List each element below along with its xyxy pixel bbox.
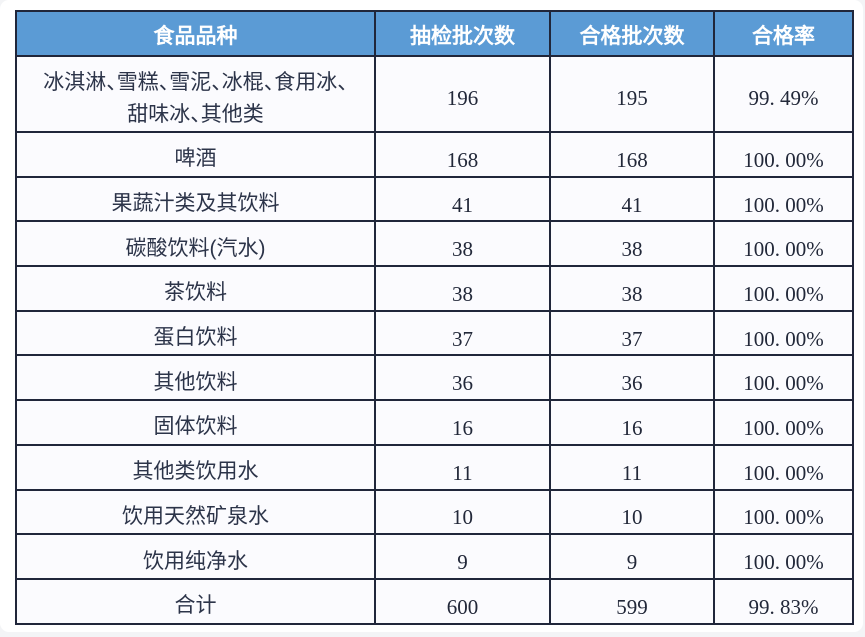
cell-food-type: 果蔬汁类及其饮料 bbox=[15, 175, 376, 223]
cell-food-type: 其他类饮用水 bbox=[15, 443, 376, 491]
cell-pass-rate: 100. 00% bbox=[713, 399, 854, 446]
cell-sampled-batches: 37 bbox=[374, 309, 551, 357]
table-row: 茶饮料 38 38 100. 00% bbox=[15, 265, 854, 312]
table-row: 啤酒 168 168 100. 00% bbox=[15, 131, 854, 178]
cell-qualified-batches: 10 bbox=[549, 488, 715, 536]
cell-qualified-batches: 9 bbox=[549, 533, 715, 580]
cell-pass-rate: 100. 00% bbox=[713, 175, 854, 223]
table-row: 冰淇淋、雪糕、雪泥、冰棍、食用冰、 甜味冰、其他类 196 195 99. 49… bbox=[15, 55, 854, 133]
cell-sampled-batches: 38 bbox=[374, 265, 551, 312]
cell-food-type: 蛋白饮料 bbox=[15, 309, 376, 357]
table-row: 合计 600 599 99. 83% bbox=[15, 577, 854, 625]
table-row: 固体饮料 16 16 100. 00% bbox=[15, 399, 854, 446]
cell-sampled-batches: 38 bbox=[374, 220, 551, 268]
cell-sampled-batches: 11 bbox=[374, 443, 551, 491]
cell-pass-rate: 100. 00% bbox=[713, 265, 854, 312]
cell-food-type: 固体饮料 bbox=[15, 399, 376, 446]
cell-sampled-batches: 600 bbox=[374, 577, 551, 625]
column-header-qualified: 合格批次数 bbox=[549, 10, 715, 57]
cell-sampled-batches: 9 bbox=[374, 533, 551, 580]
table-row: 饮用天然矿泉水 10 10 100. 00% bbox=[15, 488, 854, 536]
table-row: 果蔬汁类及其饮料 41 41 100. 00% bbox=[15, 175, 854, 223]
cell-qualified-batches: 38 bbox=[549, 220, 715, 268]
cell-sampled-batches: 196 bbox=[374, 55, 551, 133]
cell-sampled-batches: 36 bbox=[374, 354, 551, 402]
cell-food-type: 合计 bbox=[15, 577, 376, 625]
cell-food-type: 茶饮料 bbox=[15, 265, 376, 312]
cell-pass-rate: 100. 00% bbox=[713, 220, 854, 268]
cell-qualified-batches: 16 bbox=[549, 399, 715, 446]
cell-qualified-batches: 168 bbox=[549, 131, 715, 178]
cell-qualified-batches: 41 bbox=[549, 175, 715, 223]
table-row: 其他饮料 36 36 100. 00% bbox=[15, 354, 854, 402]
cell-pass-rate: 100. 00% bbox=[713, 443, 854, 491]
cell-food-type: 冰淇淋、雪糕、雪泥、冰棍、食用冰、 甜味冰、其他类 bbox=[15, 55, 376, 133]
cell-pass-rate: 100. 00% bbox=[713, 131, 854, 178]
table-header: 食品品种 抽检批次数 合格批次数 合格率 bbox=[15, 10, 854, 57]
cell-sampled-batches: 10 bbox=[374, 488, 551, 536]
cell-food-type: 碳酸饮料(汽水) bbox=[15, 220, 376, 268]
cell-sampled-batches: 16 bbox=[374, 399, 551, 446]
cell-pass-rate: 100. 00% bbox=[713, 533, 854, 580]
cell-qualified-batches: 36 bbox=[549, 354, 715, 402]
table-row: 蛋白饮料 37 37 100. 00% bbox=[15, 309, 854, 357]
cell-qualified-batches: 38 bbox=[549, 265, 715, 312]
cell-pass-rate: 99. 83% bbox=[713, 577, 854, 625]
cell-pass-rate: 100. 00% bbox=[713, 354, 854, 402]
cell-qualified-batches: 11 bbox=[549, 443, 715, 491]
header-row: 食品品种 抽检批次数 合格批次数 合格率 bbox=[15, 10, 854, 57]
column-header-sampled: 抽检批次数 bbox=[374, 10, 551, 57]
table-body: 冰淇淋、雪糕、雪泥、冰棍、食用冰、 甜味冰、其他类 196 195 99. 49… bbox=[15, 55, 854, 625]
column-header-rate: 合格率 bbox=[713, 10, 854, 57]
cell-food-type: 啤酒 bbox=[15, 131, 376, 178]
cell-sampled-batches: 41 bbox=[374, 175, 551, 223]
table-row: 其他类饮用水 11 11 100. 00% bbox=[15, 443, 854, 491]
table-row: 碳酸饮料(汽水) 38 38 100. 00% bbox=[15, 220, 854, 268]
cell-qualified-batches: 37 bbox=[549, 309, 715, 357]
cell-qualified-batches: 195 bbox=[549, 55, 715, 133]
food-sampling-table: 食品品种 抽检批次数 合格批次数 合格率 冰淇淋、雪糕、雪泥、冰棍、食用冰、 甜… bbox=[15, 10, 854, 625]
cell-qualified-batches: 599 bbox=[549, 577, 715, 625]
cell-food-type: 其他饮料 bbox=[15, 354, 376, 402]
cell-sampled-batches: 168 bbox=[374, 131, 551, 178]
cell-pass-rate: 100. 00% bbox=[713, 309, 854, 357]
table-row: 饮用纯净水 9 9 100. 00% bbox=[15, 533, 854, 580]
cell-food-type: 饮用天然矿泉水 bbox=[15, 488, 376, 536]
cell-pass-rate: 100. 00% bbox=[713, 488, 854, 536]
cell-pass-rate: 99. 49% bbox=[713, 55, 854, 133]
cell-food-type: 饮用纯净水 bbox=[15, 533, 376, 580]
column-header-food: 食品品种 bbox=[15, 10, 376, 57]
